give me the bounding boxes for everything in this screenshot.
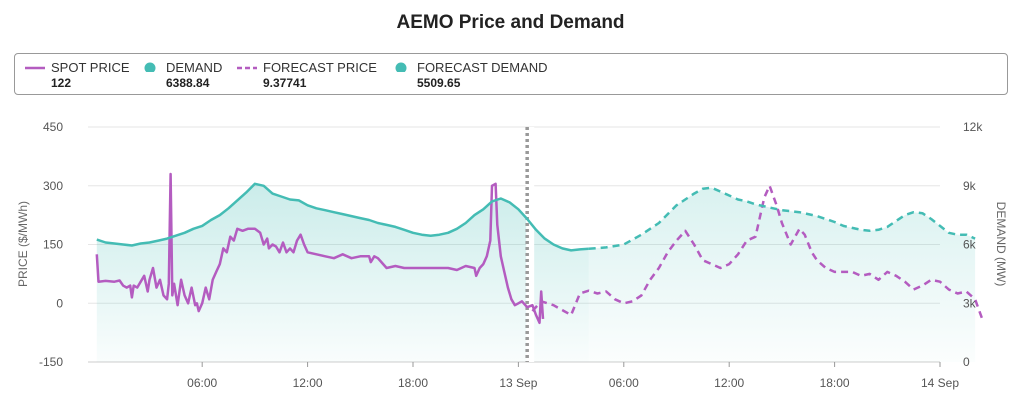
y2-tick-label: 12k (963, 120, 983, 134)
legend-label-spot-price: SPOT PRICE (51, 60, 130, 75)
y2-tick-label: 3k (963, 296, 977, 310)
x-tick-label: 13 Sep (499, 376, 537, 390)
spot-price-line (95, 172, 545, 325)
legend-value-forecast-price: 9.37741 (263, 76, 307, 90)
legend-value-spot-price: 122 (51, 76, 72, 90)
y-tick-label: 0 (56, 296, 63, 310)
y-tick-label: 450 (43, 120, 63, 134)
x-tick-label: 06:00 (609, 376, 639, 390)
chart-title: AEMO Price and Demand (396, 12, 625, 33)
legend-label-demand: DEMAND (166, 60, 223, 75)
demand-area (96, 183, 589, 362)
axes: PRICE ($/MWh) DEMAND (MW) 450 300 150 0 -150… (16, 120, 1008, 390)
legend-swatch-forecast-price (237, 66, 257, 70)
demand-line (96, 182, 589, 252)
y-tick-label: 150 (43, 238, 63, 252)
legend-swatch-forecast-demand (395, 62, 407, 72)
legend-swatch-spot-price (25, 66, 45, 70)
legend-label-forecast-demand: FORECAST DEMAND (417, 60, 548, 75)
y2-tick-label: 9k (963, 179, 977, 193)
legend-value-forecast-demand: 5509.65 (417, 76, 461, 90)
line-layer (95, 127, 984, 362)
x-tick-label: 18:00 (820, 376, 850, 390)
x-tick-label: 12:00 (714, 376, 744, 390)
forecast-demand-area (588, 187, 976, 362)
y2-tick-label: 6k (963, 238, 977, 252)
x-tick-label: 06:00 (187, 376, 217, 390)
y2-tick-label: 0 (963, 355, 970, 369)
legend: SPOT PRICE 122 DEMAND 6388.84 FORECAST P… (14, 53, 1008, 95)
y2-axis-title: DEMAND (MW) (994, 202, 1008, 287)
y-tick-label: 300 (43, 179, 63, 193)
legend-swatch-demand (144, 62, 156, 72)
y-tick-label: -150 (39, 355, 63, 369)
x-tick-label: 14 Sep (921, 376, 959, 390)
legend-value-demand: 6388.84 (166, 76, 210, 90)
x-tick-label: 12:00 (293, 376, 323, 390)
forecast-demand-line (588, 186, 976, 251)
forecast-price-line (531, 184, 984, 320)
legend-label-forecast-price: FORECAST PRICE (263, 60, 377, 75)
x-tick-label: 18:00 (398, 376, 428, 390)
y-axis-title: PRICE ($/MWh) (16, 201, 30, 287)
divider-gap (526, 127, 535, 362)
